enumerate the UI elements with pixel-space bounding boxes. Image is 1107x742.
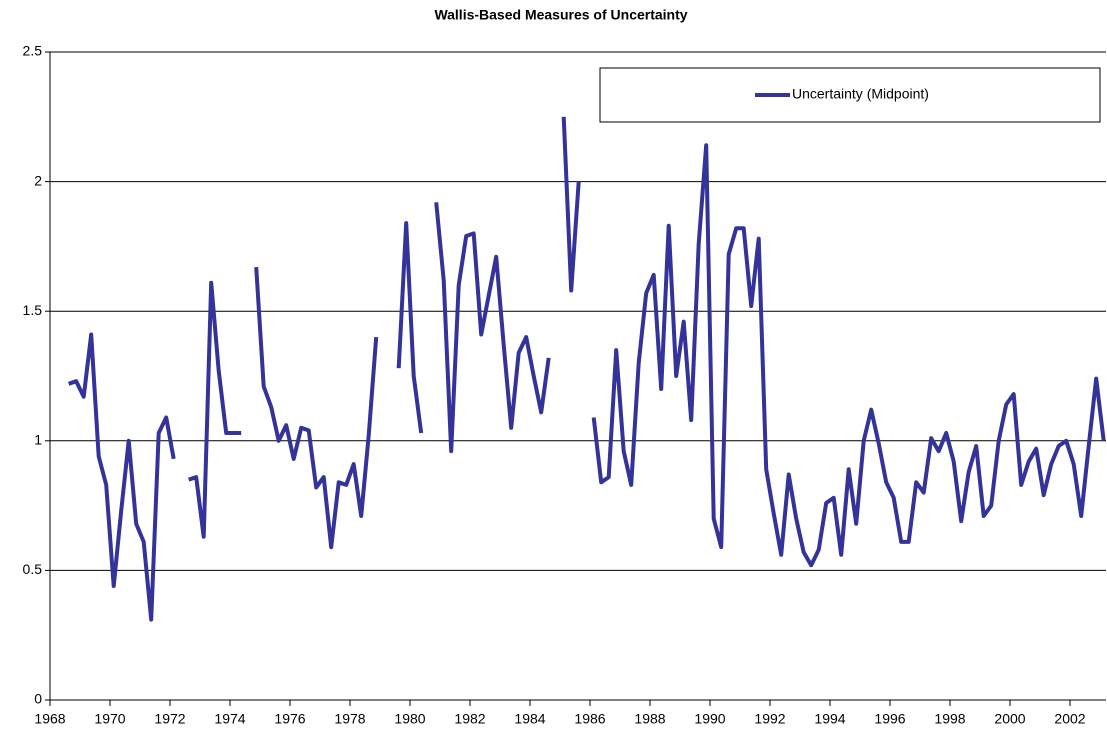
legend-label: Uncertainty (Midpoint) [792, 86, 929, 102]
x-tick-label: 1968 [34, 711, 65, 727]
y-tick-label: 2.5 [23, 43, 43, 59]
y-tick-label: 1.5 [23, 302, 43, 318]
x-tick-label: 1980 [394, 711, 425, 727]
legend-box [599, 67, 1101, 123]
data-line [68, 116, 1106, 622]
x-tick-label: 1982 [454, 711, 485, 727]
y-tick-label: 1 [34, 432, 42, 448]
y-tick-label: 2 [34, 172, 42, 188]
x-tick-label: 1998 [934, 711, 965, 727]
x-tick-label: 1970 [94, 711, 125, 727]
x-tick-label: 1976 [274, 711, 305, 727]
x-tick-label: 1996 [874, 711, 905, 727]
x-tick-label: 1972 [154, 711, 185, 727]
x-tick-label: 1988 [634, 711, 665, 727]
x-tick-label: 1992 [754, 711, 785, 727]
y-tick-label: 0.5 [23, 561, 43, 577]
x-tick-label: 1984 [514, 711, 545, 727]
x-tick-label: 2002 [1054, 711, 1085, 727]
x-tick-label: 2000 [994, 711, 1025, 727]
y-tick-label: 0 [34, 691, 42, 707]
x-tick-label: 1986 [574, 711, 605, 727]
x-tick-label: 1994 [814, 711, 845, 727]
chart-title: Wallis-Based Measures of Uncertainty [434, 7, 687, 23]
x-tick-label: 1990 [694, 711, 725, 727]
x-tick-label: 1974 [214, 711, 245, 727]
x-tick-label: 1978 [334, 711, 365, 727]
